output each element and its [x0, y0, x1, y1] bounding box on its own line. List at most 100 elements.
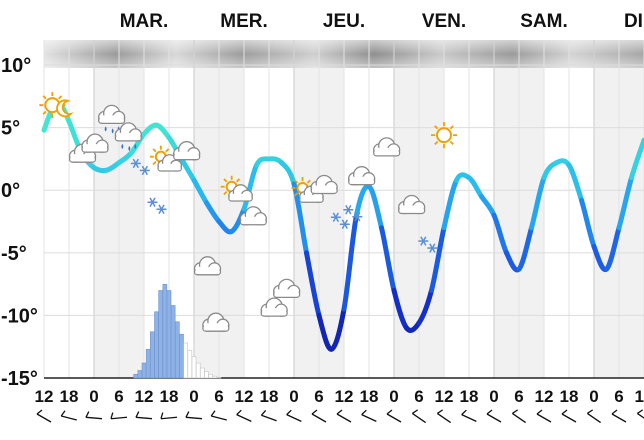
- temperature-segment: [629, 137, 644, 181]
- x-tick-label: 12: [335, 387, 354, 406]
- cloud-icon: [68, 143, 97, 163]
- wind-arrow-icon: [412, 409, 426, 424]
- precipitation-bar: [208, 373, 213, 379]
- wind-shaft: [637, 412, 644, 424]
- x-tick-label: 18: [460, 387, 479, 406]
- wind-shaft: [336, 413, 352, 423]
- sun-disc: [436, 127, 452, 144]
- cloud-icon: [373, 137, 401, 157]
- precipitation-bar: [166, 290, 172, 379]
- snowflake-icon: [418, 236, 438, 253]
- cloud-icon: [202, 312, 230, 332]
- wind-barb: [210, 410, 216, 417]
- x-tick-label: 6: [314, 387, 323, 406]
- rain-drop: [128, 145, 131, 151]
- cloud-icon: [81, 133, 109, 153]
- cloud-fill: [99, 115, 124, 123]
- x-tick-label: 12: [135, 387, 154, 406]
- sun-cloud-icon: [149, 145, 183, 172]
- temperature-segment: [479, 193, 497, 218]
- rain-cloud-icon: [98, 104, 126, 134]
- cloud-fill: [399, 205, 424, 213]
- cloud-icon: [260, 297, 288, 317]
- x-tick-label: 18: [160, 387, 179, 406]
- wind-barb: [236, 409, 242, 416]
- temperature-segment: [304, 250, 322, 318]
- wind-arrow-icon: [260, 410, 277, 422]
- temperature-segment: [616, 175, 634, 231]
- x-tick-label: 6: [114, 387, 123, 406]
- flake-arm: [132, 158, 139, 169]
- wind-arrow-icon: [210, 410, 227, 421]
- wind-arrow-icon: [236, 409, 252, 422]
- wind-shaft: [261, 414, 277, 422]
- sun-ray: [223, 191, 228, 196]
- x-tick-label: 18: [60, 387, 79, 406]
- temperature-segment: [429, 225, 447, 293]
- wind-arrow-icon: [286, 409, 302, 422]
- snowflake-icon: [343, 205, 363, 222]
- day-label: VEN.: [422, 11, 466, 32]
- wind-arrow-icon: [587, 409, 601, 424]
- sun-ray: [152, 148, 157, 153]
- temperature-segment: [179, 156, 197, 183]
- day-labels: MAR. MER. JEU. VEN. SAM. DIM.: [120, 11, 644, 32]
- cloud-icon: [239, 206, 267, 226]
- wind-shaft: [536, 413, 552, 423]
- flake-arm: [141, 165, 148, 176]
- wind-barb: [110, 412, 114, 419]
- wind-barb: [512, 409, 519, 414]
- sun-ray: [294, 179, 299, 184]
- wind-shaft: [412, 412, 426, 424]
- wind-barb: [561, 409, 568, 415]
- temperature-segment: [366, 183, 384, 231]
- cloud-icon: [398, 194, 426, 215]
- flake-arm: [158, 204, 165, 214]
- grid-lines: [43, 40, 644, 379]
- precipitation-bar: [170, 305, 176, 379]
- sun-ray: [434, 125, 439, 130]
- wind-arrow-icon: [386, 409, 402, 423]
- x-tick-label: 12: [35, 387, 54, 406]
- wind-shaft: [135, 416, 153, 420]
- wind-shaft: [211, 415, 227, 421]
- cloud-icon: [310, 174, 338, 195]
- wind-arrow-icon: [36, 409, 52, 423]
- wind-shaft: [611, 413, 627, 423]
- cloud-icon: [173, 141, 201, 161]
- y-tick-label: -5°: [1, 243, 27, 265]
- precipitation-bar: [175, 321, 180, 379]
- sun-ray: [449, 140, 454, 145]
- x-tick-label: 18: [260, 387, 279, 406]
- day-label: MER.: [220, 11, 268, 32]
- wind-shaft: [236, 414, 252, 422]
- wind-arrow-icon: [110, 412, 128, 420]
- sun-cloud-icon: [291, 176, 324, 203]
- wind-shaft: [286, 414, 302, 422]
- flake-arm: [345, 205, 352, 215]
- x-tick-label: 12: [535, 387, 554, 406]
- temperature-segment: [154, 122, 172, 141]
- precipitation-bar: [212, 375, 218, 379]
- cloud-icon: [348, 166, 376, 186]
- precipitation-bar: [200, 367, 205, 379]
- precipitation-bar: [141, 362, 147, 379]
- wind-barb: [36, 409, 43, 415]
- temperature-segment: [516, 225, 534, 272]
- wind-barb: [486, 409, 493, 415]
- moon-icon: [56, 99, 74, 118]
- wind-barb: [412, 409, 419, 414]
- temperature-segment: [566, 162, 584, 203]
- wind-shaft: [437, 412, 451, 424]
- cloud-fill: [262, 308, 287, 316]
- cloud-fill: [349, 176, 374, 184]
- y-tick-label: -15°: [1, 368, 38, 390]
- precipitation-bar: [204, 371, 209, 379]
- precipitation-bar: [150, 331, 155, 379]
- wind-arrow-icon: [361, 409, 377, 422]
- cloud-fill: [158, 163, 181, 171]
- sun-ray: [58, 95, 63, 100]
- x-tick-label: 6: [414, 387, 423, 406]
- temperature-segment: [604, 225, 622, 272]
